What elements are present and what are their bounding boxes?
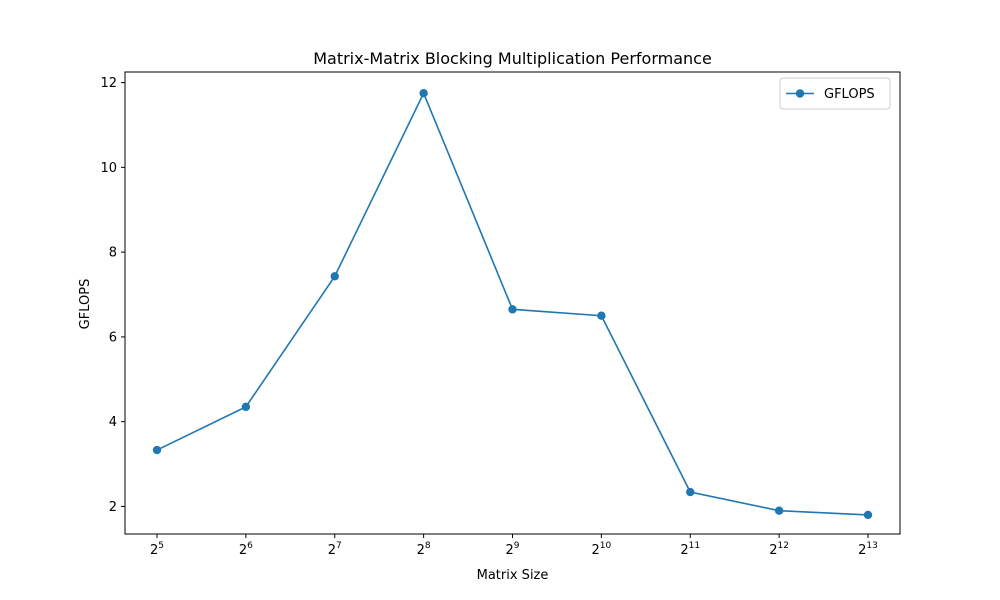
- data-point: [330, 272, 339, 281]
- x-tick-label: 213: [858, 541, 878, 558]
- series-line: [156, 91, 869, 516]
- data-point: [863, 510, 873, 520]
- y-axis-label: GFLOPS: [78, 279, 93, 330]
- x-tick-label: 212: [769, 541, 789, 558]
- y-tick-label: 2: [109, 500, 117, 515]
- data-point: [774, 506, 784, 515]
- plot-area: 25 26 27 28 29 210 211 212 213 2 4 6 8 10 12 GFLOPS: [100, 71, 901, 558]
- data-point: [241, 402, 251, 412]
- y-tick-label: 4: [109, 415, 117, 430]
- y-tick-label: 6: [109, 330, 117, 345]
- x-tick-label: 26: [239, 541, 253, 558]
- legend-label: GFLOPS: [824, 87, 875, 102]
- data-point: [419, 88, 428, 98]
- data-point: [686, 487, 695, 497]
- x-tick-label: 211: [680, 541, 700, 558]
- x-tick-label: 27: [328, 541, 342, 558]
- legend-marker: [795, 89, 805, 98]
- x-axis-label: Matrix Size: [477, 568, 549, 583]
- y-tick-label: 12: [100, 76, 117, 91]
- y-tick-label: 10: [100, 161, 117, 176]
- legend-box: [779, 77, 891, 110]
- x-tick-label: 25: [150, 541, 164, 558]
- x-tick-label: 210: [592, 541, 612, 558]
- data-point: [597, 311, 606, 320]
- chart-title: Matrix-Matrix Blocking Multiplication Pe…: [313, 49, 712, 68]
- y-tick-label: 8: [109, 246, 117, 261]
- axes-frame: [124, 71, 901, 535]
- data-point: [152, 445, 162, 455]
- data-point: [508, 305, 517, 314]
- x-tick-label: 29: [505, 541, 519, 558]
- x-tick-label: 28: [417, 541, 431, 558]
